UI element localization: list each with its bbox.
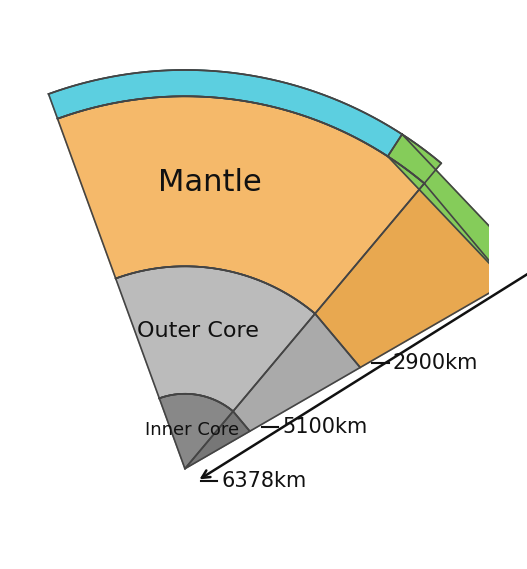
Polygon shape xyxy=(185,411,250,469)
Text: 2900km: 2900km xyxy=(393,353,478,373)
Text: Inner Core: Inner Core xyxy=(144,421,239,439)
Text: 6378km: 6378km xyxy=(221,471,307,491)
Text: Outer Core: Outer Core xyxy=(137,321,259,341)
Polygon shape xyxy=(57,96,424,314)
Polygon shape xyxy=(388,134,527,282)
Polygon shape xyxy=(159,394,233,469)
Polygon shape xyxy=(116,266,315,411)
Polygon shape xyxy=(315,183,508,368)
Text: 5100km: 5100km xyxy=(282,417,367,437)
Polygon shape xyxy=(48,70,402,156)
Text: Mantle: Mantle xyxy=(158,168,262,197)
Polygon shape xyxy=(388,134,441,183)
Polygon shape xyxy=(233,314,360,431)
